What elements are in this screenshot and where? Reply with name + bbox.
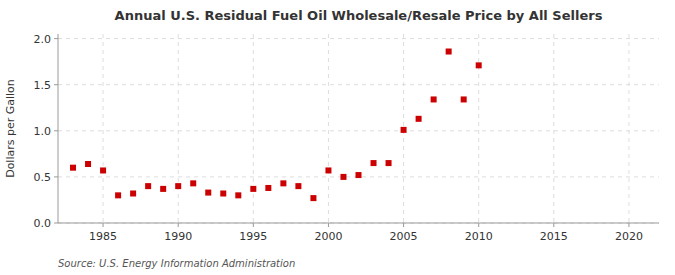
x-tick-label: 1990 xyxy=(164,230,192,243)
data-point xyxy=(295,183,301,189)
data-point xyxy=(325,167,331,173)
data-point xyxy=(416,116,422,122)
data-point xyxy=(446,49,452,55)
x-axis-line xyxy=(58,223,659,224)
data-point xyxy=(476,62,482,68)
y-tick xyxy=(54,176,58,177)
data-point xyxy=(401,127,407,133)
data-point xyxy=(85,161,91,167)
y-tick xyxy=(54,223,58,224)
y-tick xyxy=(54,130,58,131)
y-tick-label: 1.0 xyxy=(34,125,52,138)
chart-svg: Annual U.S. Residual Fuel Oil Wholesale/… xyxy=(0,0,675,275)
data-point xyxy=(70,165,76,171)
x-tick xyxy=(628,223,629,227)
data-point xyxy=(265,185,271,191)
axes: 0.0 0.5 1.0 1.5 2.0 1985 1990 1995 2000 2005 2010 2… xyxy=(34,33,660,243)
data-point xyxy=(145,183,151,189)
x-tick xyxy=(553,223,554,227)
y-tick-label: 0.0 xyxy=(34,217,52,230)
x-tick-label: 1985 xyxy=(89,230,117,243)
x-tick xyxy=(328,223,329,227)
chart-container: Annual U.S. Residual Fuel Oil Wholesale/… xyxy=(0,0,675,275)
data-point xyxy=(205,190,211,196)
y-tick-label: 1.5 xyxy=(34,79,52,92)
data-point xyxy=(175,183,181,189)
x-grid-line xyxy=(103,34,104,223)
data-point xyxy=(280,180,286,186)
data-point xyxy=(386,160,392,166)
y-tick-label: 2.0 xyxy=(34,33,52,46)
x-tick xyxy=(403,223,404,227)
x-tick xyxy=(178,223,179,227)
y-axis-line xyxy=(58,34,59,223)
x-tick-label: 2015 xyxy=(540,230,568,243)
y-tick-label: 0.5 xyxy=(34,171,52,184)
y-grid-line xyxy=(58,84,659,85)
data-point xyxy=(461,96,467,102)
x-grid-line xyxy=(628,34,629,223)
data-point xyxy=(310,195,316,201)
x-tick-label: 2020 xyxy=(615,230,643,243)
x-tick-label: 2010 xyxy=(465,230,493,243)
x-tick xyxy=(103,223,104,227)
data-point xyxy=(431,96,437,102)
x-grid-line xyxy=(253,34,254,223)
y-axis-label: Dollars per Gallon xyxy=(4,79,17,178)
data-point xyxy=(356,172,362,178)
x-grid-line xyxy=(553,34,554,223)
data-point xyxy=(130,190,136,196)
x-tick-label: 2005 xyxy=(390,230,418,243)
data-point xyxy=(250,186,256,192)
x-tick-label: 1995 xyxy=(239,230,267,243)
x-grid-line xyxy=(328,34,329,223)
source-annotation: Source: U.S. Energy Information Administ… xyxy=(58,258,295,269)
x-tick-label: 2000 xyxy=(314,230,342,243)
data-point xyxy=(371,160,377,166)
data-point xyxy=(100,167,106,173)
data-point xyxy=(190,180,196,186)
x-grid-line xyxy=(178,34,179,223)
data-point xyxy=(235,192,241,198)
y-grid-line xyxy=(58,223,659,224)
chart-title: Annual U.S. Residual Fuel Oil Wholesale/… xyxy=(115,8,603,23)
y-grid-line xyxy=(58,38,659,39)
y-grid-line xyxy=(58,130,659,131)
grid xyxy=(58,34,659,223)
x-tick xyxy=(253,223,254,227)
data-point xyxy=(160,186,166,192)
x-tick xyxy=(478,223,479,227)
data-point xyxy=(115,192,121,198)
data-point xyxy=(340,174,346,180)
y-tick xyxy=(54,38,58,39)
data-points xyxy=(70,49,482,202)
y-tick xyxy=(54,84,58,85)
data-point xyxy=(220,190,226,196)
